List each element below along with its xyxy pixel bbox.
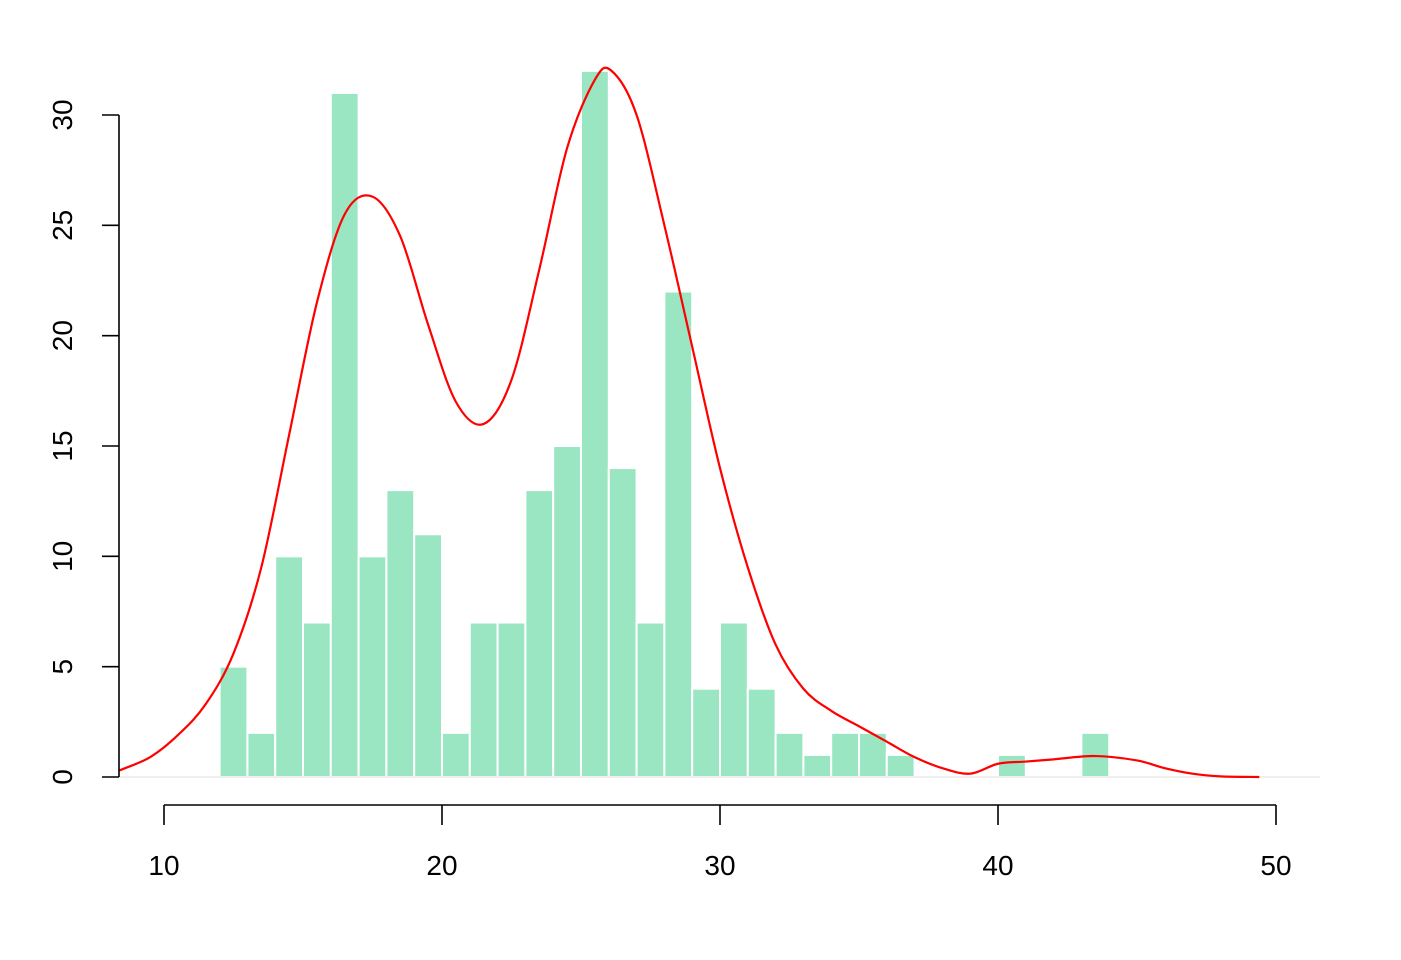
- y-tick-label: 0: [47, 769, 78, 785]
- histogram-bar: [663, 290, 694, 778]
- histogram-bar: [746, 687, 777, 779]
- histogram-bar: [385, 489, 416, 778]
- histogram-bar: [413, 533, 444, 778]
- x-axis: 10 20 30 40 50: [148, 804, 1292, 881]
- histogram-bar: [329, 91, 360, 778]
- y-tick-label: 5: [47, 659, 78, 675]
- x-tick-label: 30: [704, 850, 735, 881]
- histogram-bar: [580, 69, 610, 779]
- x-tick-label: 50: [1260, 850, 1291, 881]
- histogram-bar: [885, 753, 916, 779]
- y-tick-label: 20: [47, 320, 78, 351]
- histogram-bar: [719, 621, 749, 778]
- histogram-bar: [274, 555, 305, 778]
- histogram-bar: [246, 731, 277, 778]
- histogram-bar: [635, 621, 666, 778]
- y-axis: 0 5 10 15 20 25 30: [47, 99, 120, 785]
- x-tick-label: 40: [982, 850, 1013, 881]
- histogram-bar: [691, 687, 722, 779]
- histogram-bars: [218, 69, 1111, 779]
- histogram-bar: [1080, 731, 1111, 778]
- histogram-bar: [218, 665, 249, 779]
- histogram-bar: [997, 753, 1027, 779]
- histogram-bar: [552, 445, 583, 778]
- histogram-bar: [441, 731, 471, 778]
- histogram-bar: [830, 731, 861, 778]
- histogram-bar: [607, 467, 638, 778]
- histogram-bar: [302, 621, 332, 778]
- y-tick-label: 15: [47, 430, 78, 461]
- y-tick-label: 10: [47, 541, 78, 572]
- y-tick-label: 30: [47, 99, 78, 130]
- x-tick-label: 20: [426, 850, 457, 881]
- histogram-bar: [357, 555, 388, 778]
- histogram-bar: [496, 621, 527, 778]
- histogram-bar: [468, 621, 499, 778]
- x-tick-label: 10: [148, 850, 179, 881]
- y-tick-label: 25: [47, 210, 78, 241]
- histogram-bar: [524, 489, 555, 778]
- histogram-bar: [774, 731, 805, 778]
- density-curve: [119, 66, 1260, 779]
- histogram-bar: [802, 753, 833, 779]
